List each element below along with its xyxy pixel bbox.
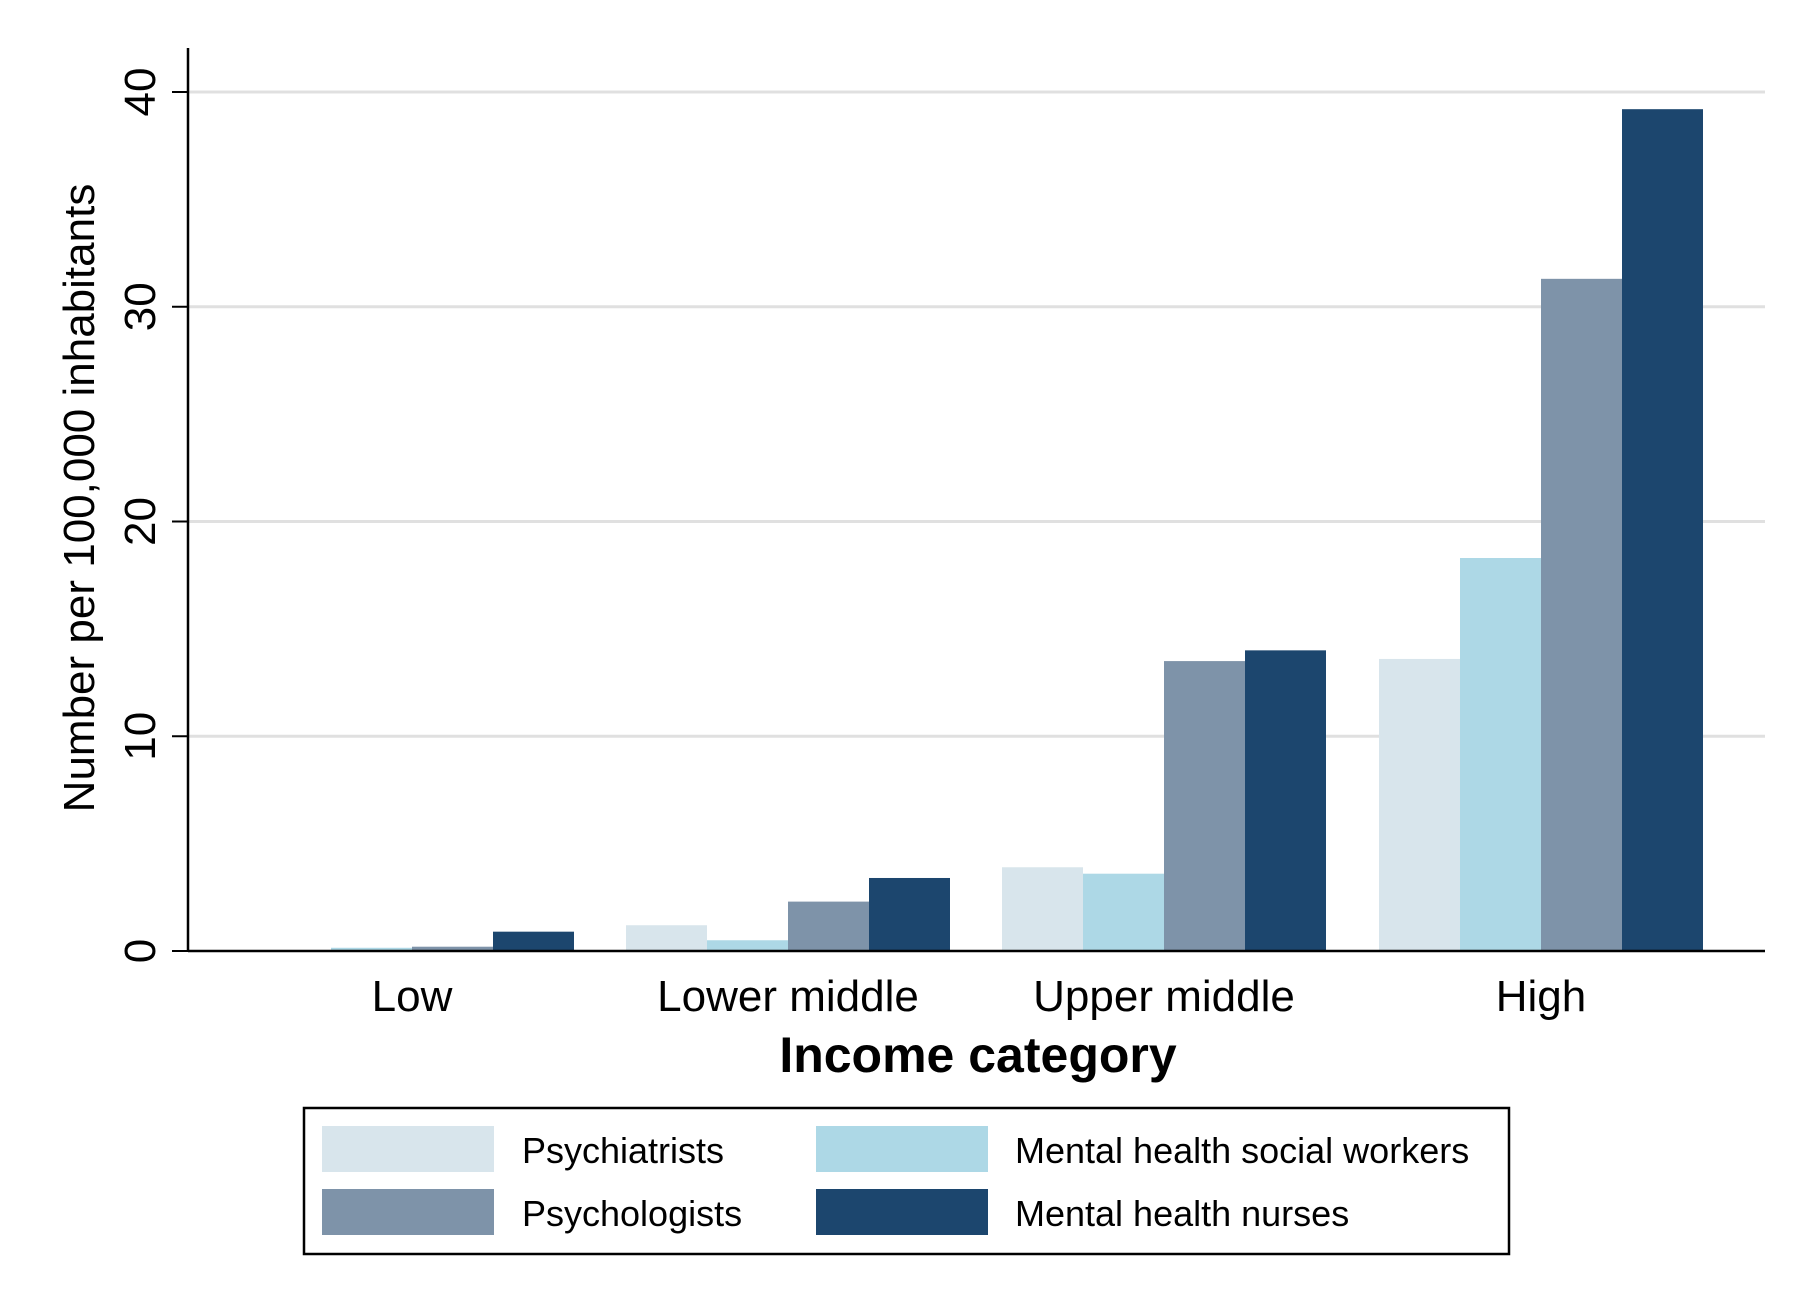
bar xyxy=(1379,658,1460,951)
bar xyxy=(1541,278,1622,951)
legend-swatch xyxy=(322,1126,494,1172)
bar xyxy=(1460,558,1541,951)
bar xyxy=(1083,873,1164,951)
x-category-label: Upper middle xyxy=(1033,972,1295,1021)
x-category-label: High xyxy=(1496,972,1587,1021)
y-tick-label: 40 xyxy=(116,68,165,117)
bar xyxy=(1245,650,1326,951)
bar xyxy=(331,947,412,951)
x-category-label: Lower middle xyxy=(657,972,919,1021)
legend-label: Mental health nurses xyxy=(1015,1193,1349,1234)
y-tick-label: 0 xyxy=(116,939,165,963)
bar xyxy=(412,946,493,951)
bar xyxy=(493,931,574,951)
x-axis-title: Income category xyxy=(779,1027,1177,1083)
bar xyxy=(1622,109,1703,952)
legend-label: Psychologists xyxy=(522,1193,742,1234)
x-category-label: Low xyxy=(372,972,453,1021)
bar xyxy=(1002,867,1083,951)
bar xyxy=(626,925,707,951)
bar xyxy=(788,901,869,951)
legend: Psychiatrists Mental health social worker… xyxy=(302,1106,1511,1256)
axis-labels: 0 10 20 30 40 Low Lower middle Upper middle High xyxy=(116,68,1586,1021)
legend-swatch xyxy=(322,1189,494,1235)
y-tick-label: 10 xyxy=(116,712,165,761)
bar xyxy=(1164,661,1245,951)
legend-swatch xyxy=(816,1126,988,1172)
y-tick-label: 30 xyxy=(116,282,165,331)
y-tick-label: 20 xyxy=(116,497,165,546)
legend-label: Mental health social workers xyxy=(1015,1130,1469,1171)
legend-swatch xyxy=(816,1189,988,1235)
bars xyxy=(250,109,1703,952)
axes xyxy=(172,48,1765,953)
legend-label: Psychiatrists xyxy=(522,1130,724,1171)
bar xyxy=(707,940,788,951)
y-axis-title: Number per 100,000 inhabitants xyxy=(55,184,104,813)
bar xyxy=(869,877,950,951)
